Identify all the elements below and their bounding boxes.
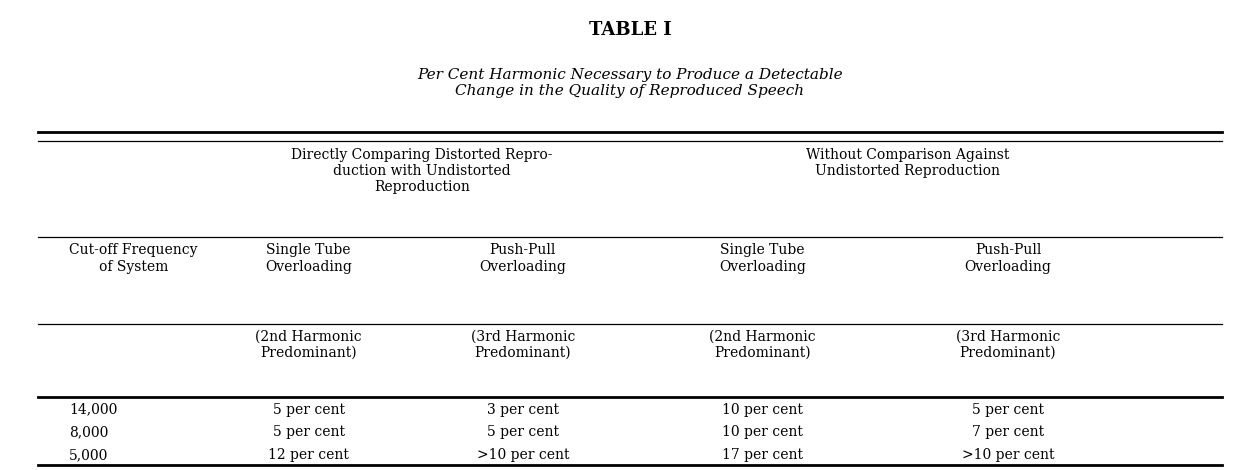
Text: 5 per cent: 5 per cent — [272, 425, 345, 439]
Text: 5 per cent: 5 per cent — [486, 425, 559, 439]
Text: 10 per cent: 10 per cent — [722, 403, 803, 417]
Text: 12 per cent: 12 per cent — [268, 448, 349, 462]
Text: 3 per cent: 3 per cent — [486, 403, 559, 417]
Text: Cut-off Frequency
of System: Cut-off Frequency of System — [69, 243, 198, 274]
Text: 17 per cent: 17 per cent — [722, 448, 803, 462]
Text: Push-Pull
Overloading: Push-Pull Overloading — [480, 243, 566, 274]
Text: (3rd Harmonic
Predominant): (3rd Harmonic Predominant) — [956, 330, 1060, 360]
Text: Without Comparison Against
Undistorted Reproduction: Without Comparison Against Undistorted R… — [805, 148, 1009, 178]
Text: (3rd Harmonic
Predominant): (3rd Harmonic Predominant) — [471, 330, 575, 360]
Text: (2nd Harmonic
Predominant): (2nd Harmonic Predominant) — [256, 330, 362, 360]
Text: (2nd Harmonic
Predominant): (2nd Harmonic Predominant) — [709, 330, 815, 360]
Text: 5 per cent: 5 per cent — [272, 403, 345, 417]
Text: 14,000: 14,000 — [69, 403, 117, 417]
Text: Directly Comparing Distorted Repro-
duction with Undistorted
Reproduction: Directly Comparing Distorted Repro- duct… — [291, 148, 553, 195]
Text: Per Cent Harmonic Necessary to Produce a Detectable
Change in the Quality of Rep: Per Cent Harmonic Necessary to Produce a… — [417, 68, 843, 98]
Text: >10 per cent: >10 per cent — [476, 448, 570, 462]
Text: Push-Pull
Overloading: Push-Pull Overloading — [965, 243, 1051, 274]
Text: 5,000: 5,000 — [69, 448, 108, 462]
Text: 7 per cent: 7 per cent — [971, 425, 1045, 439]
Text: TABLE I: TABLE I — [588, 21, 672, 39]
Text: Single Tube
Overloading: Single Tube Overloading — [266, 243, 352, 274]
Text: Single Tube
Overloading: Single Tube Overloading — [719, 243, 805, 274]
Text: 8,000: 8,000 — [69, 425, 108, 439]
Text: 5 per cent: 5 per cent — [971, 403, 1045, 417]
Text: >10 per cent: >10 per cent — [961, 448, 1055, 462]
Text: 10 per cent: 10 per cent — [722, 425, 803, 439]
